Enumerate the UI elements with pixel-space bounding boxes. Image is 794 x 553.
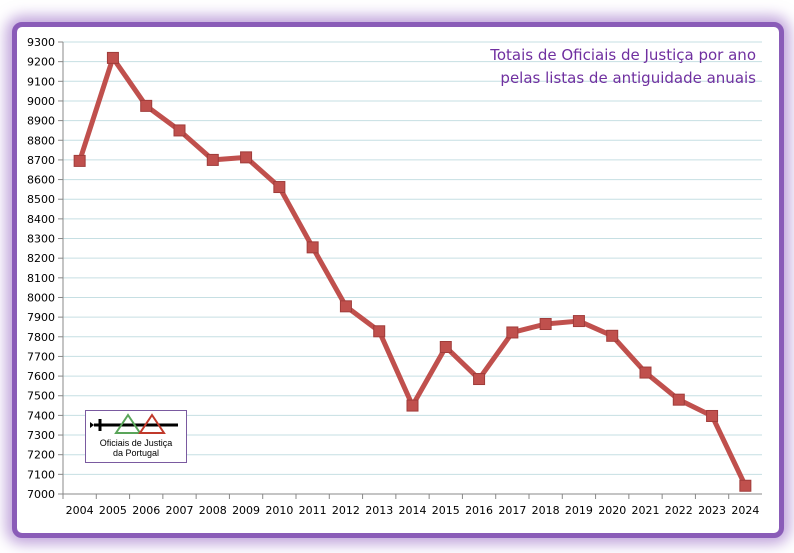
x-tick-label: 2022: [665, 504, 693, 517]
x-tick-label: 2012: [332, 504, 360, 517]
chart-title: Totais de Oficiais de Justiça por ano pe…: [490, 44, 756, 90]
data-point: [506, 326, 519, 339]
y-tick-label: 8100: [27, 272, 55, 285]
x-tick-label: 2013: [365, 504, 393, 517]
y-tick-label: 9300: [27, 36, 55, 49]
logo-text-1: Oficiais de Justiça: [99, 438, 173, 448]
y-tick-label: 7400: [27, 409, 55, 422]
y-tick-label: 8300: [27, 233, 55, 246]
data-point: [140, 99, 153, 112]
x-tick-label: 2014: [399, 504, 427, 517]
x-tick-label: 2004: [66, 504, 94, 517]
data-point: [706, 409, 719, 422]
sword-triangles-logo-icon: [90, 413, 178, 434]
y-tick-label: 7600: [27, 370, 55, 383]
data-point: [639, 366, 652, 379]
data-point: [106, 51, 119, 64]
y-tick-label: 7500: [27, 390, 55, 403]
x-tick-label: 2023: [698, 504, 726, 517]
data-point: [273, 181, 286, 194]
y-tick-label: 8000: [27, 291, 55, 304]
y-tick-label: 7700: [27, 350, 55, 363]
x-tick-label: 2008: [199, 504, 227, 517]
y-tick-label: 7800: [27, 331, 55, 344]
y-tick-label: 8700: [27, 154, 55, 167]
y-tick-label: 8600: [27, 174, 55, 187]
logo: Oficiais de Justiça da Portugal: [85, 410, 187, 463]
x-tick-label: 2015: [432, 504, 460, 517]
y-tick-label: 9000: [27, 95, 55, 108]
x-tick-label: 2010: [265, 504, 293, 517]
data-point: [373, 325, 386, 338]
x-tick-label: 2019: [565, 504, 593, 517]
logo-text-2: da Portugal: [112, 448, 160, 458]
y-tick-label: 7200: [27, 449, 55, 462]
data-point: [173, 124, 186, 137]
data-point: [339, 300, 352, 313]
data-point: [539, 318, 552, 331]
y-tick-label: 8800: [27, 134, 55, 147]
y-tick-label: 8900: [27, 115, 55, 128]
y-tick-label: 8400: [27, 213, 55, 226]
x-tick-label: 2020: [598, 504, 626, 517]
data-point: [406, 399, 419, 412]
y-tick-label: 9200: [27, 56, 55, 69]
data-point: [672, 393, 685, 406]
y-tick-label: 7100: [27, 468, 55, 481]
title-line-2: pelas listas de antiguidade anuais: [500, 69, 756, 87]
data-point: [73, 154, 86, 167]
data-point: [306, 241, 319, 254]
data-point: [606, 329, 619, 342]
x-tick-label: 2016: [465, 504, 493, 517]
x-tick-label: 2018: [532, 504, 560, 517]
x-tick-label: 2024: [731, 504, 759, 517]
data-point: [439, 341, 452, 354]
x-tick-label: 2006: [132, 504, 160, 517]
x-tick-label: 2021: [632, 504, 660, 517]
y-tick-label: 8500: [27, 193, 55, 206]
x-tick-label: 2007: [166, 504, 194, 517]
y-tick-label: 7900: [27, 311, 55, 324]
data-point: [206, 153, 219, 166]
data-point: [240, 151, 253, 164]
data-point: [739, 479, 752, 492]
y-tick-label: 8200: [27, 252, 55, 265]
x-tick-label: 2011: [299, 504, 327, 517]
title-line-1: Totais de Oficiais de Justiça por ano: [490, 46, 756, 64]
data-point: [473, 373, 486, 386]
data-point: [572, 315, 585, 328]
x-tick-label: 2005: [99, 504, 127, 517]
y-tick-label: 9100: [27, 75, 55, 88]
y-tick-label: 7300: [27, 429, 55, 442]
x-tick-label: 2009: [232, 504, 260, 517]
x-tick-label: 2017: [498, 504, 526, 517]
y-tick-label: 7000: [27, 488, 55, 501]
